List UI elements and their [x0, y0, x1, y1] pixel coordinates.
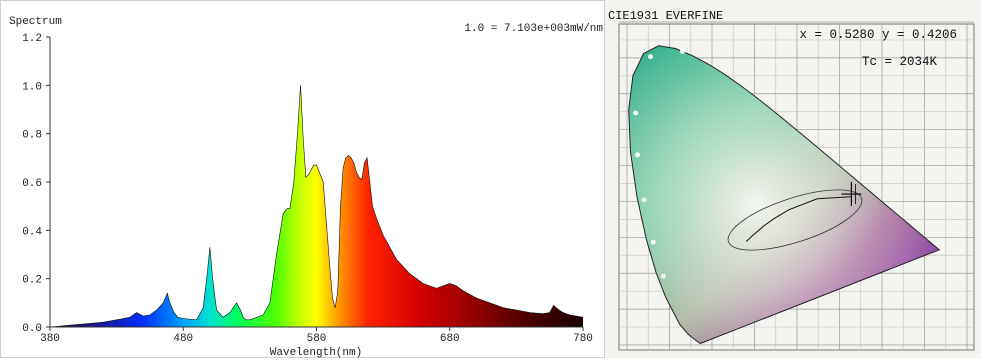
y-tick-label: 0.8 — [22, 130, 42, 142]
y-tick-label: 0.4 — [22, 226, 42, 238]
chromaticity-point — [841, 182, 862, 207]
spectrum-line — [49, 85, 584, 328]
locus-marker-dot — [635, 152, 640, 158]
y-tick-label: 1.0 — [22, 81, 42, 93]
locus-marker-dot — [633, 110, 639, 116]
y-tick-label: 0.0 — [22, 323, 42, 335]
spectrum-title: Spectrum — [9, 16, 62, 28]
spectrum-panel: 0.0 0.2 0.4 0.6 0.8 1.0 1.2 380 480 580 680 780 Sp… — [0, 0, 605, 359]
y-tick-label: 1.2 — [22, 33, 42, 45]
spectrum-area — [50, 85, 583, 327]
spectral-locus — [628, 45, 941, 344]
x-tick-label: 580 — [307, 333, 327, 345]
locus-marker-dot — [660, 273, 666, 279]
x-tick-label: 380 — [40, 333, 60, 345]
chromaticity-readout: x = 0.5280 y = 0.4206 — [799, 28, 957, 42]
planckian-locus — [745, 196, 851, 242]
cie-chart: CIE1931 EVERFINE x = 0.5280 y = 0.4206 T… — [605, 0, 981, 358]
x-tick-label: 780 — [573, 333, 593, 345]
y-tick-label: 0.2 — [22, 275, 42, 287]
locus-marker-dot — [680, 49, 685, 54]
scale-note: 1.0 = 7.103e+003mW/nm — [464, 23, 603, 35]
x-tick-label: 480 — [173, 333, 193, 345]
x-tick-label: 680 — [440, 333, 460, 345]
cie-diagram-panel: CIE1931 EVERFINE x = 0.5280 y = 0.4206 T… — [605, 0, 981, 358]
locus-marker-dot — [641, 197, 647, 203]
locus-marker-dot — [650, 239, 656, 245]
spectrum-chart: 0.0 0.2 0.4 0.6 0.8 1.0 1.2 380 480 580 680 780 Sp… — [0, 0, 605, 359]
locus-marker-dot — [648, 54, 653, 60]
color-temperature-readout: Tc = 2034K — [862, 55, 938, 69]
y-tick-label: 0.6 — [22, 178, 42, 190]
cie-plot-frame — [618, 23, 975, 351]
x-axis-label: Wavelength(nm) — [270, 347, 362, 358]
cie-title: CIE1931 EVERFINE — [608, 9, 723, 23]
white-region — [727, 189, 863, 251]
